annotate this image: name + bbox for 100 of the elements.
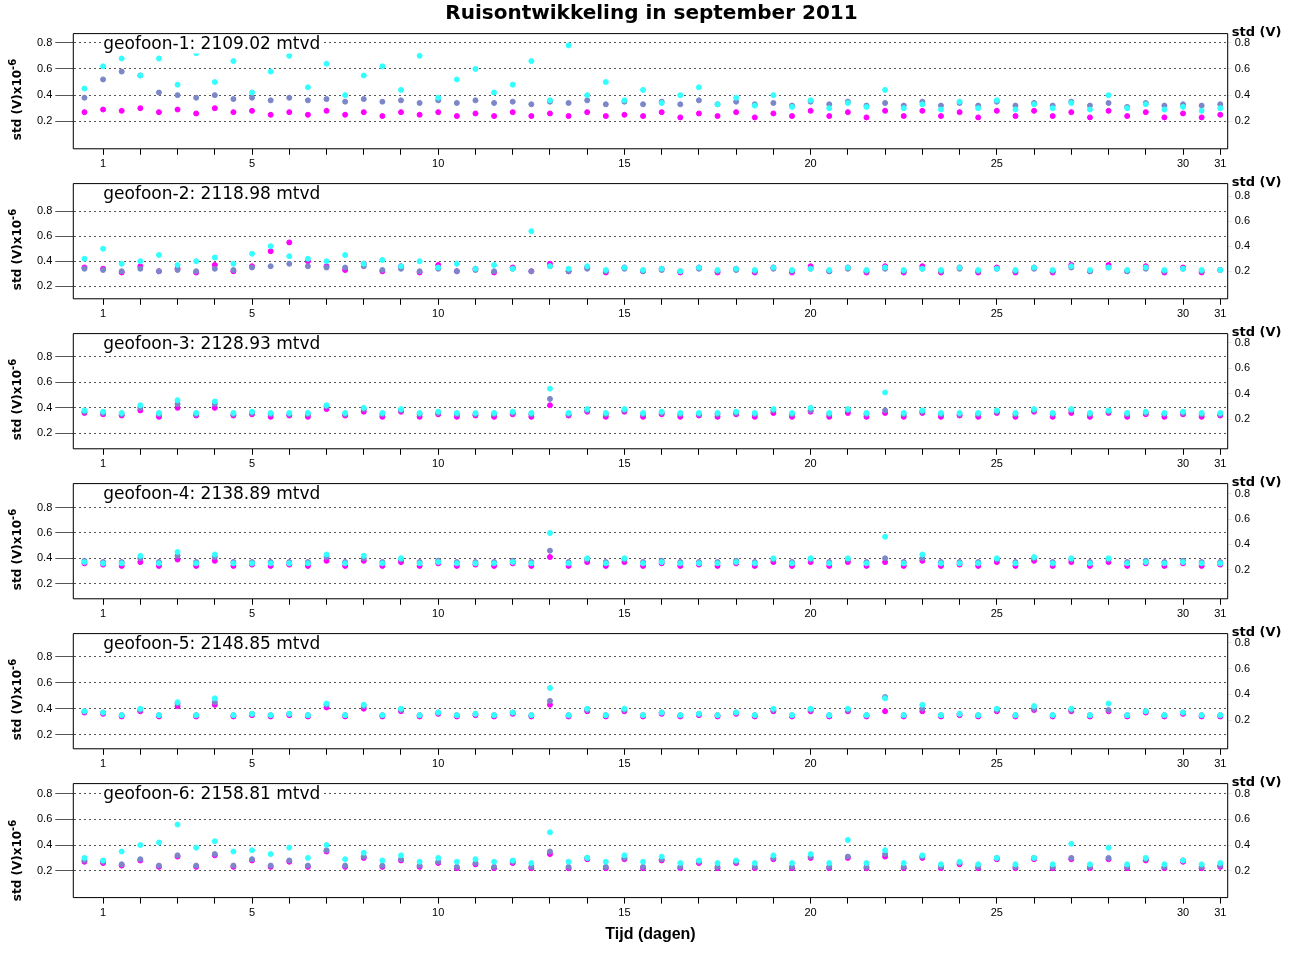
y2-tick-label: 0.6: [1234, 661, 1251, 674]
y-tick-label: 0.6: [36, 675, 53, 688]
y-tick-label: 0.6: [36, 61, 53, 74]
chart-subtitle: geofoon-5: 2148.85 mtvd: [103, 632, 321, 653]
x-tick-label: 15: [618, 307, 631, 320]
y2-tick-label: 0.8: [1234, 786, 1251, 799]
y-tick-label: 0.4: [36, 838, 53, 851]
y2-tick-label: 0.8: [1234, 486, 1251, 499]
y-tick-label: 0.4: [36, 88, 53, 101]
y-tick-label: 0.2: [36, 727, 53, 740]
chart-subtitle: geofoon-3: 2128.93 mtvd: [103, 332, 321, 353]
y-tick-label: 0.8: [36, 349, 53, 362]
x-tick-label: 1: [100, 457, 107, 470]
x-tick-label: 1: [100, 757, 107, 770]
y2-tick-label: 0.4: [1234, 537, 1251, 550]
x-tick-label: 5: [248, 307, 256, 320]
y-tick-label: 0.8: [36, 786, 53, 799]
y2-tick-label: 0.4: [1234, 838, 1251, 851]
x-tick-label: 15: [618, 607, 631, 620]
y2-tick-label: 0.6: [1234, 512, 1251, 525]
y2-tick-label: 0.2: [1234, 863, 1251, 876]
y-tick-label: 0.2: [36, 114, 53, 127]
x-tick-label: 20: [804, 307, 817, 320]
chart-subtitle: geofoon-4: 2138.89 mtvd: [103, 482, 321, 503]
x-tick-label: 31: [1214, 307, 1227, 320]
y-tick-label: 0.4: [36, 551, 53, 564]
x-tick-label: 5: [248, 757, 256, 770]
chart-subtitle: geofoon-1: 2109.02 mtvd: [103, 32, 321, 53]
chart-subtitle: geofoon-2: 2118.98 mtvd: [103, 182, 321, 203]
x-tick-label: 20: [804, 757, 817, 770]
x-tick-label: 10: [432, 307, 445, 320]
y-tick-label: 0.6: [36, 375, 53, 388]
y-tick-label: 0.2: [36, 576, 53, 589]
x-tick-label: 15: [618, 157, 631, 170]
x-tick-label: 25: [990, 457, 1003, 470]
y-tick-label: 0.2: [36, 279, 53, 292]
y2-tick-label: 0.2: [1234, 412, 1251, 425]
x-tick-label: 10: [432, 906, 445, 919]
x-tick-label: 10: [432, 157, 445, 170]
x-tick-label: 1: [100, 906, 107, 919]
y2-tick-label: 0.6: [1234, 361, 1251, 374]
x-tick-label: 31: [1214, 157, 1227, 170]
y2-axis-title: std (V): [1231, 473, 1282, 489]
y-tick-label: 0.8: [36, 204, 53, 217]
y2-tick-label: 0.6: [1234, 61, 1251, 74]
y-tick-label: 0.2: [36, 426, 53, 439]
x-tick-label: 10: [432, 457, 445, 470]
x-tick-label: 25: [990, 607, 1003, 620]
x-tick-label: 30: [1176, 607, 1190, 620]
x-tick-label: 1: [100, 157, 107, 170]
y-tick-label: 0.8: [36, 500, 53, 513]
x-tick-label: 5: [248, 457, 256, 470]
y-tick-label: 0.8: [36, 649, 53, 662]
y-tick-label: 0.8: [36, 35, 53, 48]
x-tick-label: 25: [990, 307, 1003, 320]
y-tick-label: 0.6: [36, 812, 53, 825]
y2-tick-label: 0.2: [1234, 713, 1251, 726]
y2-tick-label: 0.2: [1234, 264, 1251, 277]
x-tick-label: 31: [1214, 757, 1227, 770]
x-tick-label: 15: [618, 457, 631, 470]
x-tick-label: 31: [1214, 457, 1227, 470]
y2-tick-label: 0.2: [1234, 562, 1251, 575]
x-tick-label: 30: [1176, 157, 1190, 170]
x-tick-label: 30: [1176, 307, 1190, 320]
y2-tick-label: 0.4: [1234, 239, 1251, 252]
x-tick-label: 31: [1214, 906, 1227, 919]
x-tick-label: 10: [432, 607, 445, 620]
chart-subtitle: geofoon-6: 2158.81 mtvd: [103, 782, 321, 803]
x-tick-label: 5: [248, 157, 256, 170]
y2-tick-label: 0.4: [1234, 386, 1251, 399]
y2-tick-label: 0.4: [1234, 88, 1251, 101]
y2-axis-title: std (V): [1231, 173, 1282, 189]
x-tick-label: 25: [990, 157, 1003, 170]
x-tick-label: 20: [804, 157, 817, 170]
x-tick-label: 30: [1176, 906, 1190, 919]
y-tick-label: 0.4: [36, 254, 53, 267]
y-tick-label: 0.4: [36, 701, 53, 714]
x-tick-label: 15: [618, 757, 631, 770]
x-tick-label: 20: [804, 607, 817, 620]
x-tick-label: 30: [1176, 457, 1190, 470]
y-tick-label: 0.6: [36, 229, 53, 242]
x-tick-label: 30: [1176, 757, 1190, 770]
y2-tick-label: 0.4: [1234, 687, 1251, 700]
y-tick-label: 0.4: [36, 400, 53, 413]
y2-axis-title: std (V): [1231, 773, 1282, 789]
y-tick-label: 0.2: [36, 863, 53, 876]
x-tick-label: 25: [990, 757, 1003, 770]
x-tick-label: 1: [100, 307, 107, 320]
x-tick-label: 20: [804, 906, 817, 919]
x-tick-label: 31: [1214, 607, 1227, 620]
chart-title: Ruisontwikkeling in september 2011: [444, 0, 859, 24]
x-tick-label: 5: [248, 607, 256, 620]
y-tick-label: 0.6: [36, 526, 53, 538]
y2-tick-label: 0.2: [1234, 114, 1251, 127]
y2-tick-label: 0.6: [1234, 812, 1251, 825]
x-tick-label: 25: [990, 906, 1003, 919]
y2-tick-label: 0.8: [1234, 189, 1251, 202]
x-tick-label: 15: [618, 906, 631, 919]
x-tick-label: 1: [100, 607, 107, 620]
y2-tick-label: 0.6: [1234, 214, 1251, 227]
